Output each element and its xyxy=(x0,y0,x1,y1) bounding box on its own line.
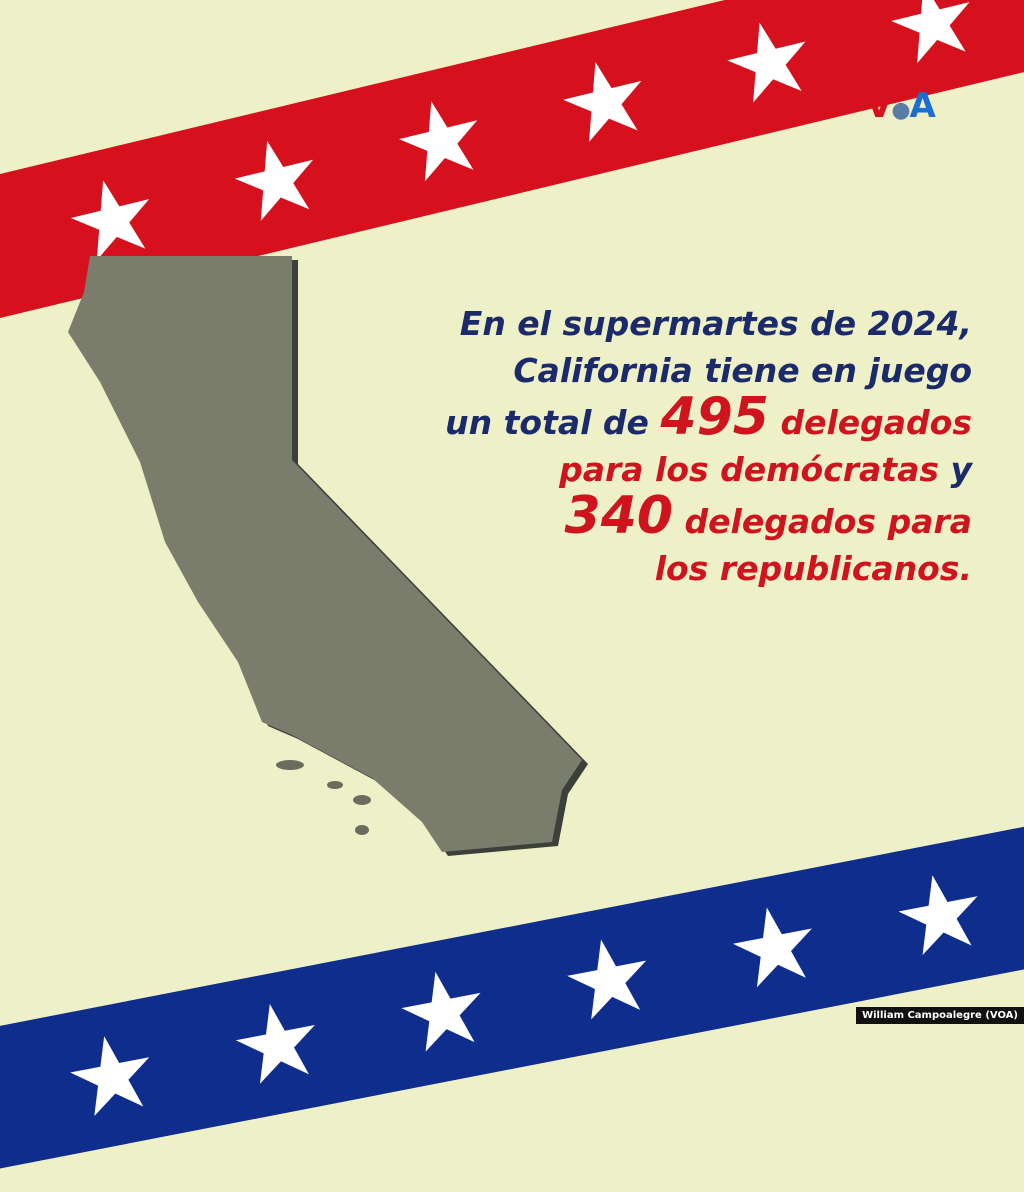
headline-line: para los demócratas y xyxy=(445,446,972,493)
headline-line: los republicanos. xyxy=(654,549,972,588)
headline-line: un total de 495 delegados xyxy=(445,391,972,446)
headline-line: California tiene en juego xyxy=(513,351,972,390)
star-icon: ★ xyxy=(53,1006,170,1144)
headline: En el supermartes de 2024, California ti… xyxy=(445,300,972,592)
california-map xyxy=(68,256,588,856)
text: un total de xyxy=(445,403,661,442)
headline-line: En el supermartes de 2024, xyxy=(459,304,972,343)
text: delegados para xyxy=(673,502,972,541)
text: delegados xyxy=(768,403,972,442)
star-icon: ★ xyxy=(0,1038,4,1176)
text: para los demócratas xyxy=(559,450,939,489)
headline-line: 340 delegados para xyxy=(445,490,972,545)
voa-logo: V●A xyxy=(866,86,936,126)
photo-credit: William Campoalegre (VOA) xyxy=(856,1007,1024,1024)
text: y xyxy=(939,450,972,489)
democrat-delegates: 495 xyxy=(660,387,769,447)
republican-delegates: 340 xyxy=(564,486,674,546)
